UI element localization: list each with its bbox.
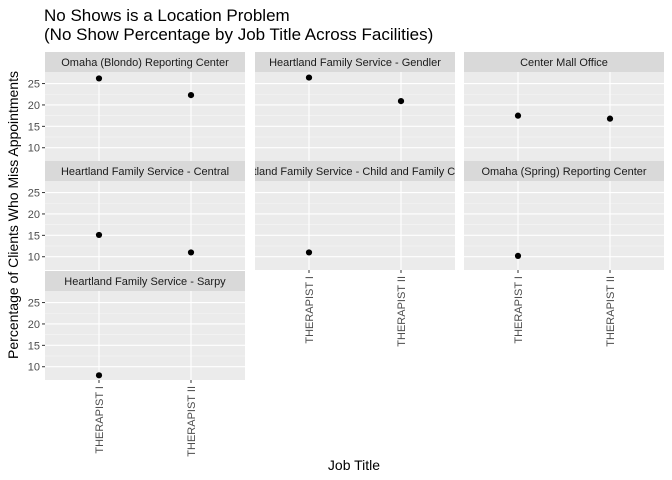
panel-background [464, 72, 664, 161]
panel-background [45, 291, 245, 380]
y-tick-label: 25 [28, 79, 40, 91]
y-axis-title: Percentage of Clients Who Miss Appointme… [5, 71, 21, 359]
facet-strip [255, 52, 455, 72]
facet-panels: Omaha (Blondo) Reporting Center10152025H… [28, 52, 664, 457]
y-tick-label: 15 [28, 340, 40, 352]
y-tick-label: 15 [28, 121, 40, 133]
data-point [305, 74, 313, 81]
panel-background [464, 181, 664, 270]
panel-background [255, 72, 455, 161]
facet-panel: Heartland Family Service - Central 10 15 20… [28, 161, 245, 270]
facet-panel: Heartland Family Service - Sarpy 10 15 20 25… [28, 271, 245, 457]
facet-strip-label: Center Mall Office [520, 57, 608, 69]
x-tick-label: THERAPIST II [396, 276, 408, 347]
facet-strip [45, 161, 245, 181]
panel-background [45, 181, 245, 270]
data-point [606, 115, 614, 122]
chart-title-line-1: No Shows is a Location Problem [44, 6, 290, 25]
facet-strip-label: Heartland Family Service - Child and Fam… [230, 166, 481, 178]
facet-strip-label: Omaha (Spring) Reporting Center [481, 166, 646, 178]
y-tick-label: 25 [28, 188, 40, 200]
y-tick-label: 10 [28, 362, 40, 374]
data-point [397, 97, 405, 105]
facet-panel: Omaha (Spring) Reporting Center THERAPIST… [464, 161, 664, 347]
facet-strip-label: Heartland Family Service - Gendler [269, 57, 441, 69]
x-tick-label: THERAPIST I [304, 276, 316, 344]
x-tick-label: THERAPIST I [513, 276, 525, 344]
facet-strip-label: Heartland Family Service - Central [61, 166, 229, 178]
data-point [514, 252, 522, 259]
chart-title-line-2: (No Show Percentage by Job Title Across … [44, 25, 433, 44]
facet-panel: Omaha (Blondo) Reporting Center 10 15 20 25 [28, 52, 245, 161]
y-tick-label: 20 [28, 209, 40, 221]
y-tick-label: 20 [28, 100, 40, 112]
facet-strip [45, 52, 245, 72]
facet-panel: Heartland Family Service - Child and Fam… [230, 161, 481, 347]
facet-strip [464, 161, 664, 181]
panel-background [45, 72, 245, 161]
facet-strip-label: Heartland Family Service - Sarpy [64, 276, 226, 288]
y-tick-label: 10 [28, 252, 40, 264]
x-tick-label: THERAPIST II [186, 386, 198, 457]
data-point [305, 249, 313, 256]
x-axis-title: Job Title [328, 457, 380, 473]
data-point [514, 112, 522, 119]
facet-strip [464, 52, 664, 72]
data-point [187, 92, 195, 99]
x-tick-label: THERAPIST I [94, 386, 106, 454]
y-tick-label: 15 [28, 230, 40, 242]
facet-strip [255, 161, 455, 181]
facet-strip [45, 271, 245, 291]
facet-panel: Heartland Family Service - Gendler [255, 52, 455, 161]
y-tick-label: 10 [28, 143, 40, 155]
data-point [95, 231, 103, 239]
data-point [95, 372, 103, 379]
data-point [187, 249, 195, 256]
data-point [95, 75, 103, 82]
y-tick-label: 25 [28, 298, 40, 310]
panel-background [255, 181, 455, 270]
y-tick-label: 20 [28, 319, 40, 331]
x-tick-label: THERAPIST II [605, 276, 617, 347]
facet-strip-label: Omaha (Blondo) Reporting Center [61, 57, 229, 69]
facet-panel: Center Mall Office [464, 52, 664, 161]
